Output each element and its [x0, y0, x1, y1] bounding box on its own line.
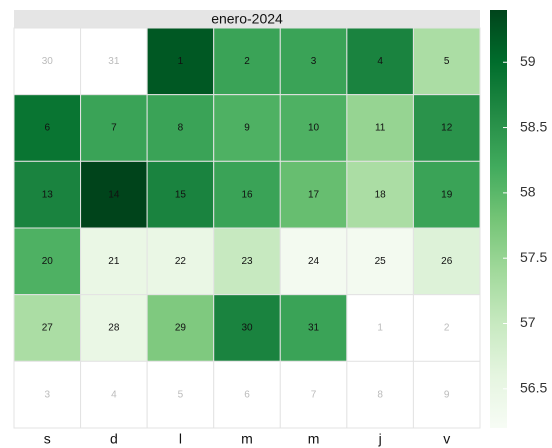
day-label: 1: [178, 56, 184, 67]
day-label: 29: [175, 323, 187, 334]
day-cell: [213, 294, 281, 362]
colorbar-tick-label: 56.5: [520, 380, 547, 396]
day-label: 12: [441, 123, 453, 134]
day-cell: [346, 360, 414, 429]
day-label: 30: [42, 56, 54, 67]
day-label: 6: [244, 389, 250, 400]
day-cell: [13, 294, 82, 362]
day-label: 18: [375, 189, 387, 200]
day-cell: [13, 160, 82, 229]
day-label: 14: [108, 189, 120, 200]
title-bar: [14, 10, 480, 28]
day-cell: [13, 227, 82, 296]
day-label: 27: [42, 323, 54, 334]
day-label: 28: [108, 323, 120, 334]
day-label: 6: [45, 123, 51, 134]
day-cell: [13, 94, 82, 162]
day-label: 8: [377, 389, 383, 400]
day-cell: [213, 160, 281, 229]
day-label: 13: [42, 189, 54, 200]
day-cell: [213, 94, 281, 162]
day-cell: [146, 294, 215, 362]
day-label: 8: [178, 123, 184, 134]
day-cell: [146, 227, 215, 296]
day-label: 30: [241, 323, 253, 334]
day-cell: [412, 160, 481, 229]
day-cell: [146, 360, 215, 429]
day-cell: [80, 94, 148, 162]
day-cell: [412, 294, 481, 362]
day-cell: [412, 94, 481, 162]
weekday-label: l: [179, 431, 182, 447]
weekday-label: v: [443, 431, 450, 447]
day-label: 9: [444, 389, 450, 400]
day-cell: [80, 360, 148, 429]
day-label: 3: [311, 56, 317, 67]
colorbar-tick-label: 58: [520, 184, 536, 200]
day-label: 4: [377, 56, 383, 67]
day-cell: [213, 360, 281, 429]
day-label: 2: [444, 323, 450, 334]
day-cell: [412, 227, 481, 296]
weekday-label: m: [241, 431, 253, 447]
colorbar-tick-label: 57: [520, 314, 536, 330]
day-label: 5: [178, 389, 184, 400]
day-label: 11: [375, 123, 386, 134]
weekday-label: j: [378, 431, 382, 447]
day-label: 15: [175, 189, 187, 200]
day-cell: [279, 294, 348, 362]
day-label: 17: [308, 189, 320, 200]
day-cell: [412, 360, 481, 429]
day-label: 7: [311, 389, 317, 400]
day-cell: [213, 227, 281, 296]
day-cell: [346, 227, 414, 296]
day-label: 3: [45, 389, 51, 400]
colorbar: [490, 10, 507, 428]
day-label: 25: [375, 256, 387, 267]
day-cell: [279, 94, 348, 162]
chart-title: enero-2024: [211, 11, 283, 27]
day-label: 21: [108, 256, 120, 267]
day-cell: [412, 27, 481, 96]
day-label: 4: [111, 389, 117, 400]
day-label: 2: [244, 56, 250, 67]
weekday-label: d: [110, 431, 118, 447]
day-label: 22: [175, 256, 187, 267]
day-label: 24: [308, 256, 320, 267]
colorbar-tick-label: 59: [520, 53, 536, 69]
day-label: 31: [108, 56, 120, 67]
day-label: 7: [111, 123, 117, 134]
day-label: 31: [308, 323, 320, 334]
weekday-label: m: [308, 431, 320, 447]
day-label: 23: [241, 256, 253, 267]
day-label: 19: [441, 189, 453, 200]
day-label: 10: [308, 123, 320, 134]
day-cell: [279, 27, 348, 96]
colorbar-tick-label: 57.5: [520, 249, 547, 265]
day-label: 5: [444, 56, 450, 67]
day-label: 26: [441, 256, 453, 267]
day-cell: [346, 94, 414, 162]
day-label: 20: [42, 256, 54, 267]
weekday-label: s: [44, 431, 51, 447]
day-cell: [346, 27, 414, 96]
day-cell: [346, 294, 414, 362]
day-label: 9: [244, 123, 250, 134]
colorbar-tick-label: 58.5: [520, 118, 547, 134]
day-label: 16: [241, 189, 253, 200]
day-cell: [13, 360, 82, 429]
day-label: 1: [377, 323, 383, 334]
day-cell: [279, 160, 348, 229]
